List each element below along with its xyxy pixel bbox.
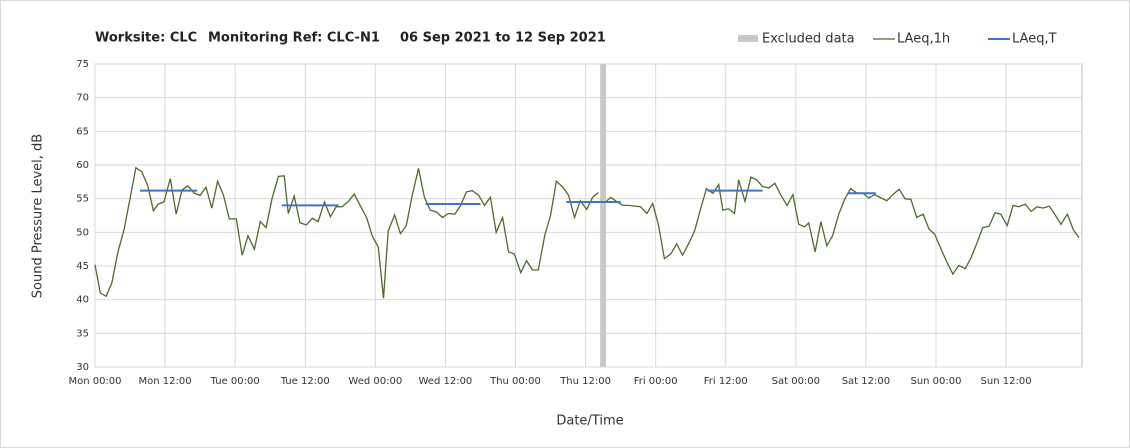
x-tick-label: Thu 00:00 <box>489 376 541 387</box>
y-tick-label: 60 <box>76 160 89 171</box>
y-tick-label: 70 <box>76 93 89 104</box>
line-series <box>94 166 1080 299</box>
y-tick-label: 55 <box>76 194 89 205</box>
x-tick-label: Fri 12:00 <box>704 376 748 387</box>
x-axis-title: Date/Time <box>556 414 623 429</box>
y-tick-label: 40 <box>76 295 89 306</box>
y-tick-label: 75 <box>76 59 89 70</box>
legend-swatch <box>738 35 758 42</box>
x-tick-label: Mon 00:00 <box>68 376 121 387</box>
x-tick-label: Sat 00:00 <box>772 376 820 387</box>
y-tick-label: 30 <box>76 362 89 373</box>
plot-area <box>94 63 1083 368</box>
x-tick-label: Sun 12:00 <box>981 376 1032 387</box>
x-tick-label: Wed 00:00 <box>348 376 402 387</box>
y-axis-title: Sound Pressure Level, dB <box>31 134 46 298</box>
x-tick-label: Mon 12:00 <box>139 376 192 387</box>
legend-label: LAeq,T <box>1012 32 1057 47</box>
chart-title: 06 Sep 2021 to 12 Sep 2021 <box>400 31 606 46</box>
y-tick-label: 45 <box>76 261 89 272</box>
y-tick-label: 50 <box>76 227 89 238</box>
x-tick-label: Sun 00:00 <box>910 376 961 387</box>
excluded-band <box>600 64 607 367</box>
x-tick-label: Sat 12:00 <box>842 376 890 387</box>
x-tick-label: Wed 12:00 <box>419 376 473 387</box>
y-tick-label: 65 <box>76 126 89 137</box>
x-tick-label: Fri 00:00 <box>634 376 678 387</box>
legend-label: LAeq,1h <box>897 32 950 47</box>
y-tick-label: 35 <box>76 328 89 339</box>
chart-title: Monitoring Ref: CLC-N1 <box>208 31 380 46</box>
x-tick-label: Tue 12:00 <box>280 376 330 387</box>
x-tick-label: Thu 12:00 <box>559 376 611 387</box>
x-tick-label: Tue 00:00 <box>210 376 260 387</box>
chart-title: Worksite: CLC <box>95 31 197 46</box>
legend-label: Excluded data <box>762 32 855 47</box>
